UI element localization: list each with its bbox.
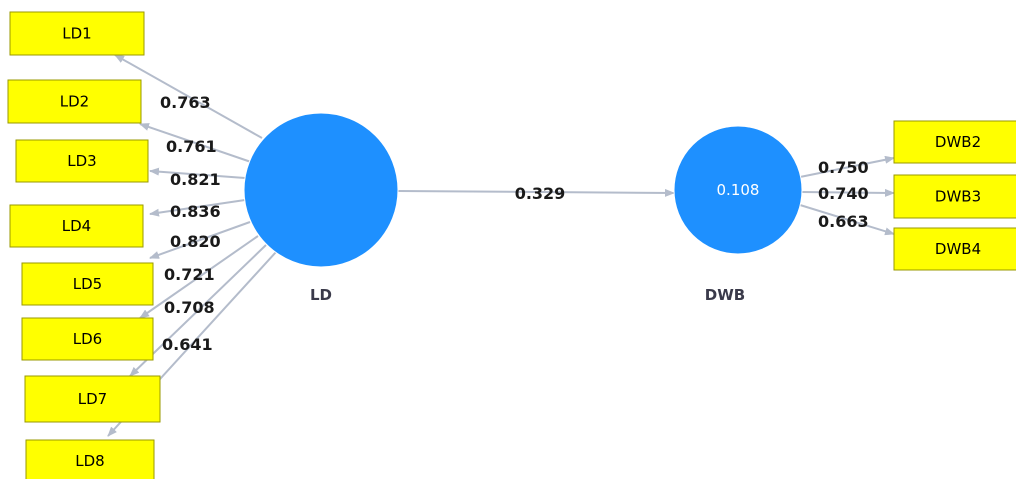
loading-arrow-dwb3 bbox=[801, 188, 895, 197]
indicator-box[interactable] bbox=[24, 375, 161, 423]
loading-value-dwb4: 0.663 bbox=[818, 212, 869, 231]
indicator-label: LD1 bbox=[62, 25, 91, 43]
indicator-ld1[interactable]: LD1 bbox=[9, 11, 145, 56]
indicator-label: LD3 bbox=[67, 152, 96, 170]
indicator-ld5[interactable]: LD5 bbox=[21, 262, 154, 306]
indicator-box[interactable] bbox=[9, 204, 144, 248]
loading-value-ld6: 0.721 bbox=[164, 265, 215, 284]
indicator-box[interactable] bbox=[893, 120, 1016, 164]
path-arrow-ld-dwb bbox=[397, 188, 675, 197]
latent-name-dwb: DWB bbox=[705, 286, 745, 304]
indicator-label: DWB2 bbox=[935, 133, 981, 151]
edges-layer bbox=[107, 54, 895, 437]
indicator-ld3[interactable]: LD3 bbox=[15, 139, 149, 183]
indicator-label: LD7 bbox=[78, 390, 107, 408]
indicator-label: LD5 bbox=[73, 275, 102, 293]
loading-arrow-ld6 bbox=[139, 235, 259, 319]
indicator-box[interactable] bbox=[893, 174, 1016, 219]
latent-circle[interactable] bbox=[673, 125, 803, 255]
loading-value-ld1: 0.763 bbox=[160, 93, 211, 112]
loading-value-ld8: 0.641 bbox=[162, 335, 213, 354]
labels-layer: 0.329 0.763 0.761 0.821 0.836 0.820 0.721 0.708… bbox=[160, 93, 869, 354]
loading-value-dwb2: 0.750 bbox=[818, 158, 869, 177]
indicator-box[interactable] bbox=[21, 262, 154, 306]
indicator-label: LD8 bbox=[75, 452, 104, 470]
indicator-label: DWB4 bbox=[935, 240, 981, 258]
loading-arrow-ld2 bbox=[139, 123, 252, 163]
latent-circle[interactable] bbox=[243, 112, 399, 268]
indicator-label: LD2 bbox=[60, 93, 89, 111]
latent-dwb[interactable]: 0.108 bbox=[673, 125, 803, 255]
indicator-box[interactable] bbox=[893, 227, 1016, 271]
indicator-box[interactable] bbox=[25, 439, 155, 479]
latent-name-ld: LD bbox=[310, 286, 332, 304]
indicator-dwb2[interactable]: DWB2 bbox=[893, 120, 1016, 164]
path-coefficient-label: 0.329 bbox=[515, 184, 566, 203]
loading-arrow-ld3 bbox=[149, 167, 246, 179]
loading-arrow-ld5 bbox=[149, 221, 251, 259]
indicator-box[interactable] bbox=[21, 317, 154, 361]
loading-value-ld3: 0.821 bbox=[170, 170, 221, 189]
loading-arrow-ld4 bbox=[149, 199, 246, 217]
indicator-label: LD6 bbox=[73, 330, 102, 348]
indicator-ld2[interactable]: LD2 bbox=[7, 79, 142, 124]
indicator-ld6[interactable]: LD6 bbox=[21, 317, 154, 361]
loading-value-dwb3: 0.740 bbox=[818, 184, 869, 203]
indicator-ld8[interactable]: LD8 bbox=[25, 439, 155, 479]
indicator-label: DWB3 bbox=[935, 188, 981, 206]
loading-arrow-dwb2 bbox=[799, 155, 895, 178]
indicator-ld4[interactable]: LD4 bbox=[9, 204, 144, 248]
loading-value-ld7: 0.708 bbox=[164, 298, 215, 317]
loading-arrow-ld1 bbox=[114, 54, 263, 139]
r-squared-value: 0.108 bbox=[717, 181, 760, 199]
indicator-ld7[interactable]: LD7 bbox=[24, 375, 161, 423]
indicator-label: LD4 bbox=[62, 217, 91, 235]
loading-value-ld4: 0.836 bbox=[170, 202, 221, 221]
loading-value-ld5: 0.820 bbox=[170, 232, 221, 251]
nodes-layer: LD1 LD2 LD3 LD4 LD5 LD6 LD7 LD8 DWB2 DWB3 DWB4 0.10… bbox=[7, 11, 1016, 479]
latent-ld[interactable] bbox=[243, 112, 399, 268]
indicator-box[interactable] bbox=[7, 79, 142, 124]
indicator-dwb3[interactable]: DWB3 bbox=[893, 174, 1016, 219]
loading-arrow-dwb4 bbox=[799, 204, 895, 236]
indicator-dwb4[interactable]: DWB4 bbox=[893, 227, 1016, 271]
indicator-box[interactable] bbox=[15, 139, 149, 183]
indicator-box[interactable] bbox=[9, 11, 145, 56]
loading-value-ld2: 0.761 bbox=[166, 137, 217, 156]
